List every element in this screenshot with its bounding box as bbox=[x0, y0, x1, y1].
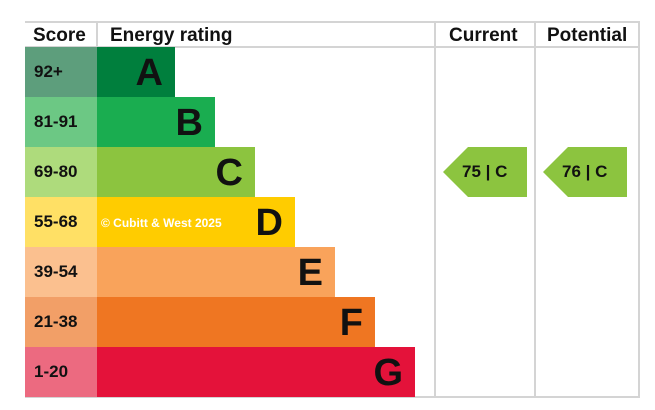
bottom-border bbox=[25, 396, 640, 398]
rating-bar-c: C bbox=[97, 147, 255, 197]
potential-rating-label: 76 | C bbox=[562, 162, 608, 181]
score-cell-e: 39-54 bbox=[25, 247, 97, 297]
rating-bar-a: A bbox=[97, 47, 175, 97]
watermark: © Cubitt & West 2025 bbox=[101, 216, 222, 230]
rating-bar-e: E bbox=[97, 247, 335, 297]
score-cell-g: 1-20 bbox=[25, 347, 97, 397]
score-cell-d: 55-68 bbox=[25, 197, 97, 247]
score-cell-c: 69-80 bbox=[25, 147, 97, 197]
rating-bar-g: G bbox=[97, 347, 415, 397]
current-rating-label: 75 | C bbox=[462, 162, 508, 181]
score-divider bbox=[96, 22, 98, 47]
top-border bbox=[25, 21, 640, 23]
potential-rating-arrow bbox=[543, 147, 627, 197]
header-divider bbox=[25, 46, 640, 48]
score-cell-a: 92+ bbox=[25, 47, 97, 97]
current-rating-arrow bbox=[443, 147, 527, 197]
score-cell-b: 81-91 bbox=[25, 97, 97, 147]
header-score: Score bbox=[33, 25, 86, 46]
current-divider bbox=[434, 22, 436, 397]
right-border bbox=[638, 22, 640, 397]
rating-bar-f: F bbox=[97, 297, 375, 347]
rating-bar-d: D bbox=[97, 197, 295, 247]
potential-divider bbox=[534, 22, 536, 397]
score-cell-f: 21-38 bbox=[25, 297, 97, 347]
rating-bar-b: B bbox=[97, 97, 215, 147]
header-current: Current bbox=[449, 25, 518, 46]
header-potential: Potential bbox=[547, 25, 628, 46]
header-energy-rating: Energy rating bbox=[110, 25, 233, 46]
